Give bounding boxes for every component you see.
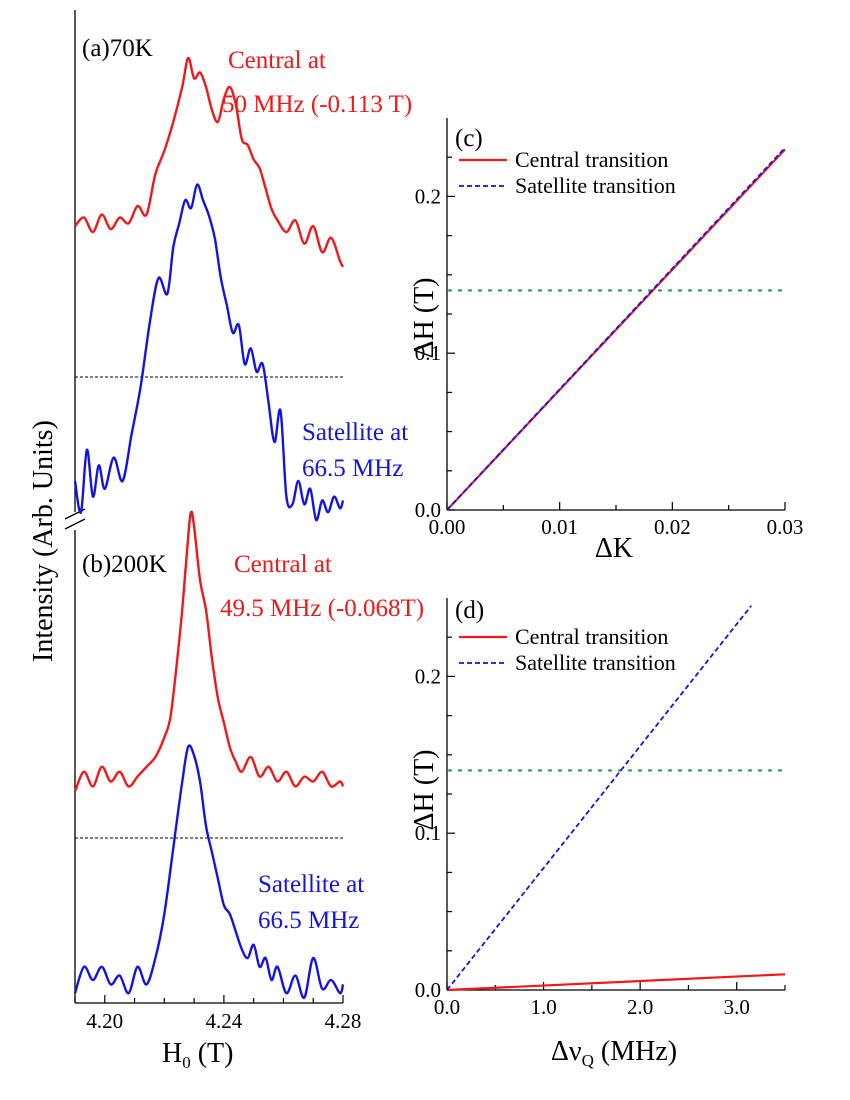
x-tick-label: 4.28 (325, 1009, 362, 1033)
panel-b-central-annotation: 49.5 MHz (-0.068T) (220, 595, 424, 622)
panel-b-satellite-annotation: Satellite at (258, 871, 364, 898)
x-tick-label: 3.0 (724, 995, 750, 1019)
central-spectrum-line (73, 510, 345, 792)
axis-break-mark (64, 518, 86, 530)
x-tick-label: 0.02 (654, 515, 691, 539)
y-tick-label: 0.1 (415, 341, 441, 365)
panel-d-legend-satellite: Satellite transition (515, 650, 676, 675)
panel-d-plot: 0.0 0.1 0.2 0.0 1.0 2.0 3.0 (415, 598, 787, 1019)
central-spectrum-line (74, 56, 345, 268)
x-tick-label: 4.20 (86, 1009, 123, 1033)
y-tick-label: 0.1 (415, 821, 441, 845)
y-tick-label: 0.0 (415, 978, 441, 1002)
panel-d-x-axis-label: ΔνQ (MHz) (551, 1036, 677, 1070)
panel-c-title: (c) (455, 125, 483, 152)
x-tick-label: 4.24 (206, 1009, 243, 1033)
y-tick-label: 0.2 (415, 184, 441, 208)
central-transition-line (446, 973, 786, 992)
panel-b-central-annotation: Central at (234, 551, 332, 578)
x-tick-label: 0.01 (541, 515, 578, 539)
x-tick-label: 0.0 (434, 995, 460, 1019)
x-tick-label: 1.0 (530, 995, 556, 1019)
panel-a-satellite-annotation: Satellite at (302, 419, 408, 446)
spectra-x-axis-label: H0 (T) (162, 1038, 234, 1072)
panel-a-satellite-annotation: 66.5 MHz (302, 455, 403, 482)
panel-c-x-axis-label: ΔK (595, 533, 633, 564)
panel-a-central-annotation: 50 MHz (-0.113 T) (222, 91, 412, 118)
satellite-spectrum-line (73, 183, 345, 522)
panel-a-spectrum (73, 56, 345, 522)
panel-a-central-annotation: Central at (228, 47, 326, 74)
x-tick-label: 2.0 (627, 995, 653, 1019)
panel-d-y-axis-label: ΔH (T) (409, 750, 440, 831)
spectra-x-axis: 4.20 4.24 4.28 (74, 995, 362, 1033)
panel-c-legend-central: Central transition (515, 147, 668, 172)
panel-b-title: (b)200K (82, 551, 167, 578)
y-tick-label: 0.0 (415, 498, 441, 522)
intensity-axis-label: Intensity (Arb. Units) (28, 420, 59, 662)
x-tick-label: 0.03 (767, 515, 804, 539)
panel-c-y-axis-label: ΔH (T) (409, 278, 440, 359)
panel-b-spectrum (73, 510, 345, 999)
x-tick-label: 0.00 (429, 515, 466, 539)
panel-b-satellite-annotation: 66.5 MHz (258, 907, 359, 934)
panel-d-legend-central: Central transition (515, 624, 668, 649)
panel-a-title: (a)70K (82, 35, 153, 62)
panel-c-plot: 0.0 0.1 0.2 0.00 0.01 0.02 0.03 (415, 118, 804, 539)
y-tick-label: 0.2 (415, 664, 441, 688)
panel-c-legend-satellite: Satellite transition (515, 173, 676, 198)
satellite-spectrum-line (73, 744, 345, 999)
satellite-transition-line (446, 605, 752, 991)
satellite-transition-line (446, 147, 786, 511)
panel-d-title: (d) (455, 597, 484, 624)
